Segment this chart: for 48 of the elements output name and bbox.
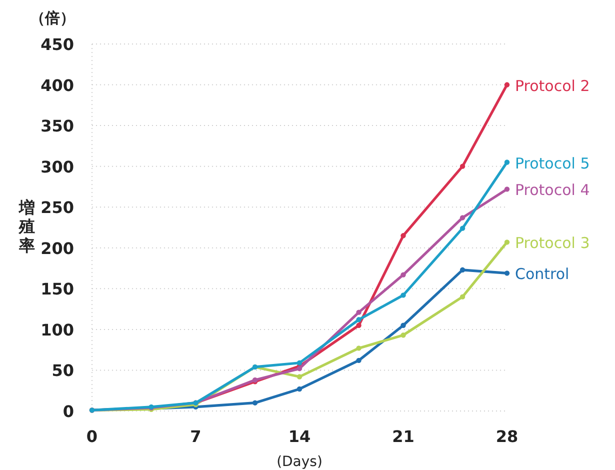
y-tick-label: 50	[52, 361, 74, 380]
series-label: Protocol 3	[515, 234, 590, 252]
y-tick-label: 150	[40, 280, 74, 299]
y-tick-label: 200	[40, 238, 74, 258]
point	[460, 164, 466, 169]
point	[504, 160, 510, 165]
point	[400, 233, 406, 238]
point	[400, 322, 406, 328]
x-tick-label: 14	[288, 427, 311, 446]
point	[296, 374, 302, 380]
point	[504, 240, 510, 245]
series-label: Protocol 2	[515, 76, 590, 95]
x-tick-label: 0	[86, 427, 98, 446]
point	[296, 360, 302, 366]
point	[400, 292, 406, 298]
point	[356, 358, 362, 364]
text: （倍）	[30, 9, 75, 27]
point	[504, 270, 510, 276]
point	[296, 366, 302, 372]
point	[356, 310, 362, 315]
x-tick-label: 21	[392, 427, 414, 446]
y-tick-label: 100	[40, 320, 74, 340]
point	[296, 386, 302, 392]
point	[460, 215, 466, 220]
x-tick-label: 7	[190, 427, 202, 446]
point	[356, 346, 362, 351]
y-tick-label: 450	[40, 35, 74, 54]
point	[400, 332, 406, 338]
y-tick-label: 250	[40, 198, 74, 218]
point	[252, 400, 258, 406]
point	[460, 267, 466, 273]
point	[400, 272, 406, 278]
y-tick-label: 300	[40, 157, 74, 176]
x-axis-title: (Days)	[276, 454, 322, 470]
point	[504, 82, 510, 88]
point	[460, 226, 466, 231]
point	[460, 294, 466, 300]
y-tick-label: 400	[40, 76, 74, 95]
x-tick-label: 28	[496, 427, 518, 446]
y-tick-label: 0	[62, 402, 74, 421]
series-label: Protocol 4	[515, 181, 590, 200]
point	[356, 317, 362, 322]
point	[356, 322, 362, 328]
series-label: Protocol 5	[515, 154, 590, 172]
y-axis-title: 増殖率	[18, 198, 35, 255]
point	[504, 186, 510, 192]
series-label: Control	[515, 265, 570, 284]
y-tick-label: 350	[40, 116, 74, 136]
